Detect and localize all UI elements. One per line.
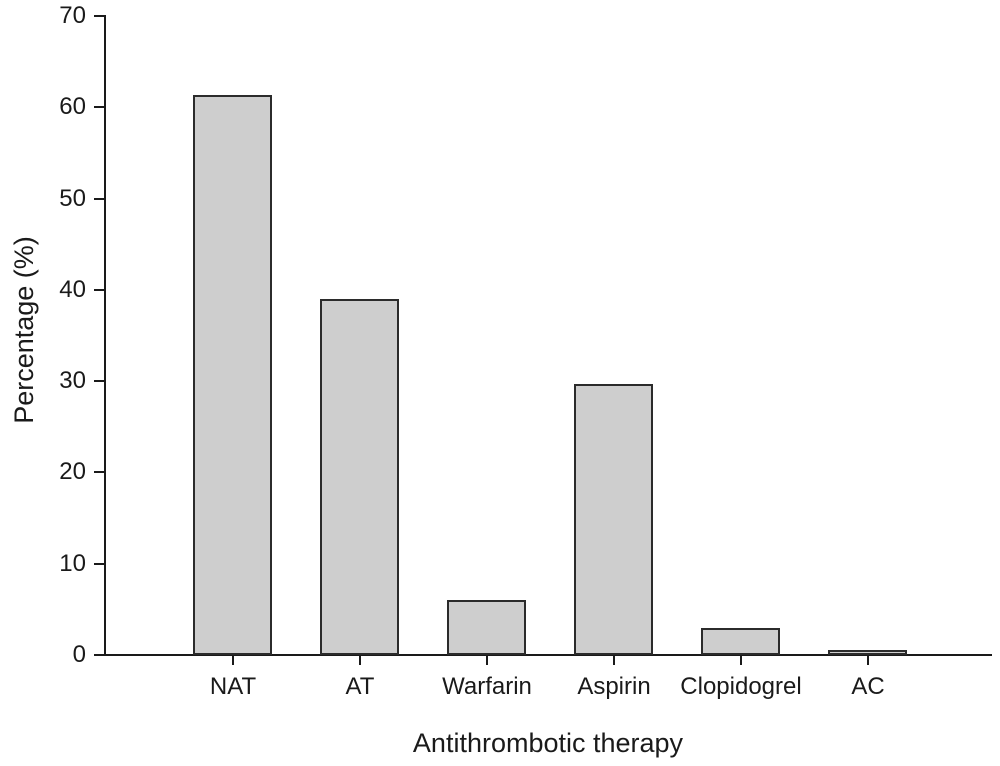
y-tick-label-0: 0 [72,641,86,668]
bar-at [320,299,399,655]
y-tick-label-50: 50 [59,185,86,212]
y-tick-70 [94,15,106,17]
bar-clopidogrel [701,628,780,655]
bar-aspirin [574,384,653,655]
bar-warfarin [447,600,526,655]
y-tick-label-60: 60 [59,93,86,120]
bar-nat [193,95,272,655]
y-tick-50 [94,198,106,200]
x-tick-aspirin [613,656,615,665]
y-axis-line [104,16,106,656]
y-tick-0 [94,654,106,656]
bar-ac [828,650,907,655]
x-tick-clopidogrel [740,656,742,665]
y-tick-label-70: 70 [59,2,86,29]
y-tick-40 [94,289,106,291]
x-tick-label-warfarin: Warfarin [442,673,532,700]
x-tick-label-ac: AC [851,673,885,700]
y-tick-label-30: 30 [59,367,86,394]
x-tick-nat [232,656,234,665]
x-tick-label-aspirin: Aspirin [577,673,651,700]
y-tick-10 [94,563,106,565]
x-axis-line [104,654,992,656]
x-tick-ac [867,656,869,665]
y-tick-30 [94,380,106,382]
y-tick-20 [94,471,106,473]
y-tick-label-20: 20 [59,458,86,485]
y-tick-label-10: 10 [59,550,86,577]
x-tick-at [359,656,361,665]
x-axis-title: Antithrombotic therapy [412,728,684,758]
x-tick-label-at: AT [345,673,375,700]
y-tick-label-40: 40 [59,276,86,303]
x-tick-warfarin [486,656,488,665]
y-tick-60 [94,106,106,108]
x-tick-label-nat: NAT [209,673,257,700]
x-tick-label-clopidogrel: Clopidogrel [680,673,802,700]
